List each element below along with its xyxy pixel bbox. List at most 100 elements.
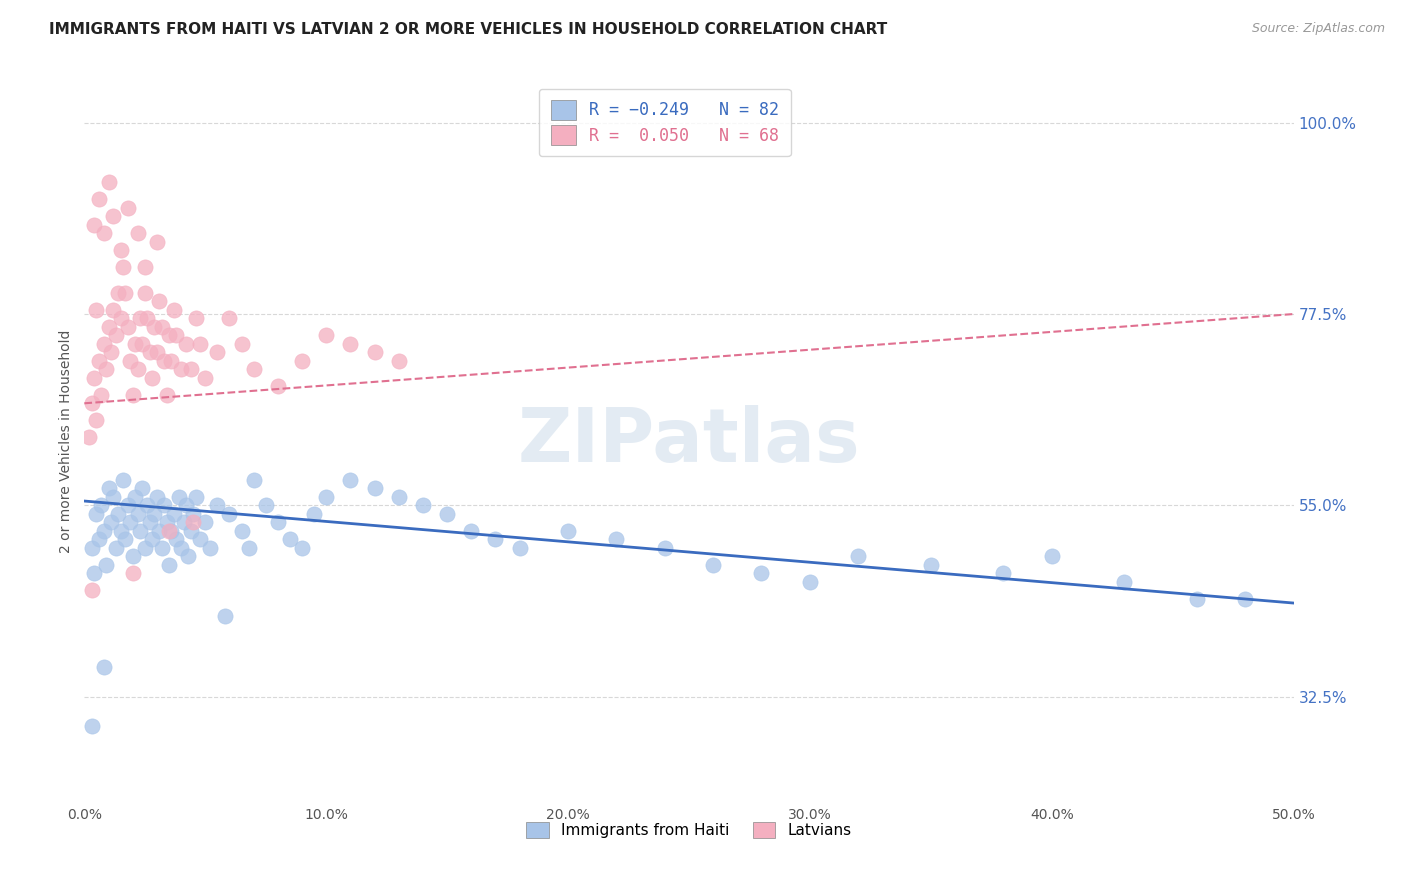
Point: [155, 516, 177, 530]
Point: [124, 336, 146, 351]
Point: [94, 362, 117, 376]
Point: [94, 558, 117, 572]
Point: [134, 541, 156, 555]
Point: [138, 516, 160, 530]
Text: ZIPatlas: ZIPatlas: [517, 405, 860, 478]
Point: [120, 353, 142, 368]
Point: [107, 285, 129, 300]
Point: [117, 498, 139, 512]
Point: [107, 507, 129, 521]
Point: [184, 490, 207, 504]
Point: [174, 498, 197, 512]
Point: [117, 201, 139, 215]
Point: [170, 362, 193, 376]
Point: [207, 498, 229, 512]
Point: [160, 353, 183, 368]
Point: [121, 566, 143, 581]
Point: [155, 388, 177, 402]
Point: [127, 227, 149, 241]
Point: [110, 244, 132, 258]
Point: [267, 379, 290, 393]
Point: [157, 328, 180, 343]
Text: IMMIGRANTS FROM HAITI VS LATVIAN 2 OR MORE VEHICLES IN HOUSEHOLD CORRELATION CHA: IMMIGRANTS FROM HAITI VS LATVIAN 2 OR MO…: [49, 22, 887, 37]
Point: [112, 473, 135, 487]
Point: [153, 498, 176, 512]
Point: [146, 490, 169, 504]
Point: [194, 371, 217, 385]
Point: [127, 362, 149, 376]
Point: [136, 311, 159, 326]
Point: [157, 524, 180, 538]
Point: [83, 218, 105, 232]
Point: [93, 524, 115, 538]
Point: [339, 336, 361, 351]
Point: [163, 507, 186, 521]
Point: [80, 541, 103, 555]
Point: [146, 345, 169, 359]
Point: [136, 498, 159, 512]
Point: [124, 490, 146, 504]
Point: [302, 507, 325, 521]
Point: [141, 371, 163, 385]
Point: [214, 608, 236, 623]
Point: [315, 328, 337, 343]
Point: [190, 533, 212, 547]
Point: [77, 430, 100, 444]
Point: [97, 481, 120, 495]
Point: [100, 345, 122, 359]
Point: [80, 396, 103, 410]
Point: [218, 311, 240, 326]
Point: [339, 473, 361, 487]
Point: [231, 524, 253, 538]
Point: [83, 566, 105, 581]
Point: [104, 541, 127, 555]
Point: [138, 345, 160, 359]
Point: [181, 516, 204, 530]
Point: [181, 507, 204, 521]
Point: [291, 541, 314, 555]
Point: [174, 336, 197, 351]
Point: [291, 353, 314, 368]
Point: [97, 319, 120, 334]
Point: [993, 566, 1015, 581]
Point: [131, 336, 153, 351]
Point: [177, 549, 200, 564]
Point: [86, 507, 108, 521]
Point: [80, 719, 103, 733]
Point: [165, 533, 187, 547]
Point: [112, 260, 135, 275]
Point: [654, 541, 676, 555]
Point: [157, 558, 180, 572]
Point: [846, 549, 869, 564]
Point: [90, 388, 112, 402]
Point: [110, 524, 132, 538]
Point: [167, 490, 190, 504]
Point: [163, 302, 186, 317]
Point: [207, 345, 229, 359]
Point: [93, 336, 115, 351]
Point: [83, 371, 105, 385]
Point: [1040, 549, 1063, 564]
Point: [388, 490, 411, 504]
Point: [484, 533, 506, 547]
Point: [129, 524, 152, 538]
Point: [173, 516, 195, 530]
Legend: Immigrants from Haiti, Latvians: Immigrants from Haiti, Latvians: [519, 814, 859, 846]
Point: [184, 311, 207, 326]
Point: [134, 285, 156, 300]
Point: [242, 362, 264, 376]
Point: [103, 490, 125, 504]
Point: [121, 549, 143, 564]
Point: [86, 413, 108, 427]
Point: [363, 345, 385, 359]
Point: [799, 574, 821, 589]
Point: [238, 541, 260, 555]
Point: [110, 311, 132, 326]
Point: [97, 175, 120, 189]
Point: [104, 328, 127, 343]
Point: [1234, 591, 1257, 606]
Point: [146, 235, 169, 249]
Point: [103, 209, 125, 223]
Point: [86, 302, 108, 317]
Point: [190, 336, 212, 351]
